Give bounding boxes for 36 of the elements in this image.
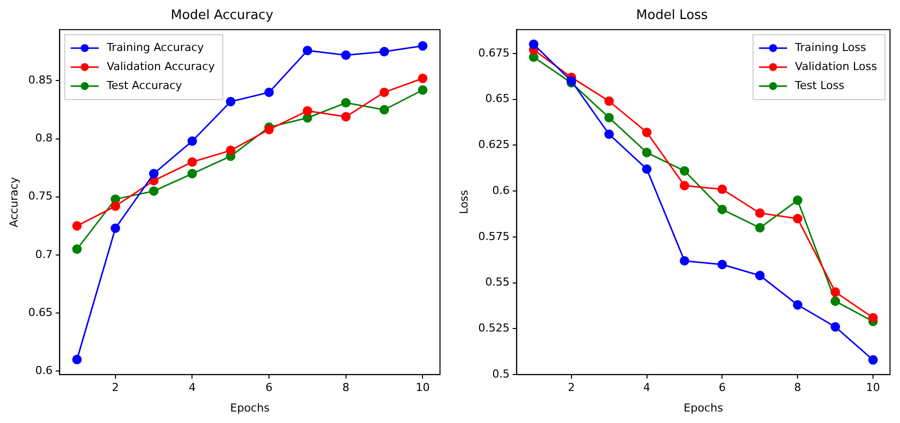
y-tick-label: 0.75 xyxy=(28,190,53,203)
x-axis-title: Epochs xyxy=(230,401,270,414)
x-tick-label: 8 xyxy=(342,381,350,394)
y-tick-label: 0.7 xyxy=(35,248,53,261)
y-tick-label: 0.625 xyxy=(478,138,510,152)
y-tick-label: 0.6 xyxy=(35,364,53,377)
legend-label: Test Accuracy xyxy=(106,78,183,92)
legend-label: Validation Loss xyxy=(795,60,878,73)
legend-label: Training Accuracy xyxy=(106,40,204,54)
legend-label: Validation Accuracy xyxy=(106,60,216,73)
x-tick-label: 4 xyxy=(188,381,196,394)
x-tick-label: 8 xyxy=(794,381,802,394)
y-tick-label: 0.675 xyxy=(478,46,510,60)
y-tick-label: 0.6 xyxy=(492,184,510,197)
y-axis-title: Accuracy xyxy=(7,176,20,228)
x-tick-label: 6 xyxy=(718,381,726,394)
y-tick-label: 0.575 xyxy=(478,230,510,243)
legend-label: Test Loss xyxy=(794,78,845,92)
x-tick-label: 2 xyxy=(568,381,575,394)
x-tick-label: 10 xyxy=(866,381,880,394)
y-tick-label: 0.525 xyxy=(478,322,510,335)
y-tick-label: 0.55 xyxy=(485,276,510,289)
x-tick-label: 10 xyxy=(416,381,430,394)
y-tick-label: 0.65 xyxy=(28,306,53,319)
y-tick-label: 0.85 xyxy=(28,74,53,87)
x-tick-label: 2 xyxy=(112,381,119,394)
y-axis-title: Loss xyxy=(457,190,470,214)
chart-title: Model Loss xyxy=(636,8,708,24)
x-axis-title: Epochs xyxy=(684,401,724,414)
legend-label: Training Loss xyxy=(794,40,866,54)
y-tick-label: 0.8 xyxy=(35,132,53,145)
x-tick-label: 4 xyxy=(643,381,650,394)
y-tick-label: 0.5 xyxy=(492,367,510,380)
x-tick-label: 6 xyxy=(266,381,273,394)
chart-title: Model Accuracy xyxy=(170,8,274,24)
y-tick-label: 0.65 xyxy=(485,92,510,106)
